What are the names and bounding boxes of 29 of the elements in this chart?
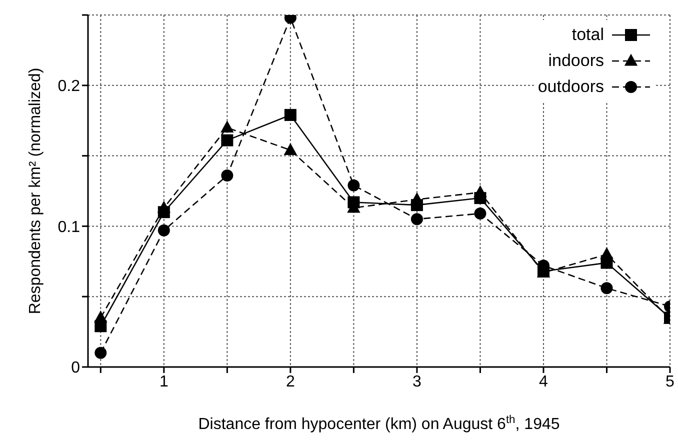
point	[94, 346, 107, 359]
point	[158, 224, 170, 236]
point	[600, 247, 614, 260]
point	[600, 282, 613, 294]
x-axis-title: Distance from hypocenter (km) on August 6$^{th}$, 1945	[198, 414, 560, 433]
point	[221, 170, 234, 182]
point	[410, 192, 424, 204]
x-tick-label: 3	[412, 373, 422, 390]
legend-label: outdoors	[538, 77, 604, 97]
point	[410, 213, 423, 226]
x-tick-label: 5	[666, 373, 675, 390]
legend-label: indoors	[548, 51, 604, 71]
point	[221, 134, 234, 146]
legend-label: total	[572, 25, 604, 45]
point	[284, 108, 296, 121]
point	[220, 120, 234, 132]
point	[94, 310, 108, 323]
y-axis-title: Respondents per km² (normalized)	[27, 68, 44, 314]
point	[157, 200, 171, 213]
y-tick-label: 0.2	[58, 78, 80, 96]
point	[284, 142, 298, 155]
point	[474, 208, 486, 220]
x-tick-label: 4	[539, 373, 548, 390]
y-tick-label: 0	[71, 360, 80, 377]
point	[348, 179, 360, 192]
x-tick-label: 1	[159, 373, 168, 390]
x-tick-label: 2	[286, 373, 295, 390]
y-tick-label: 0.1	[58, 218, 80, 236]
point	[474, 185, 487, 198]
